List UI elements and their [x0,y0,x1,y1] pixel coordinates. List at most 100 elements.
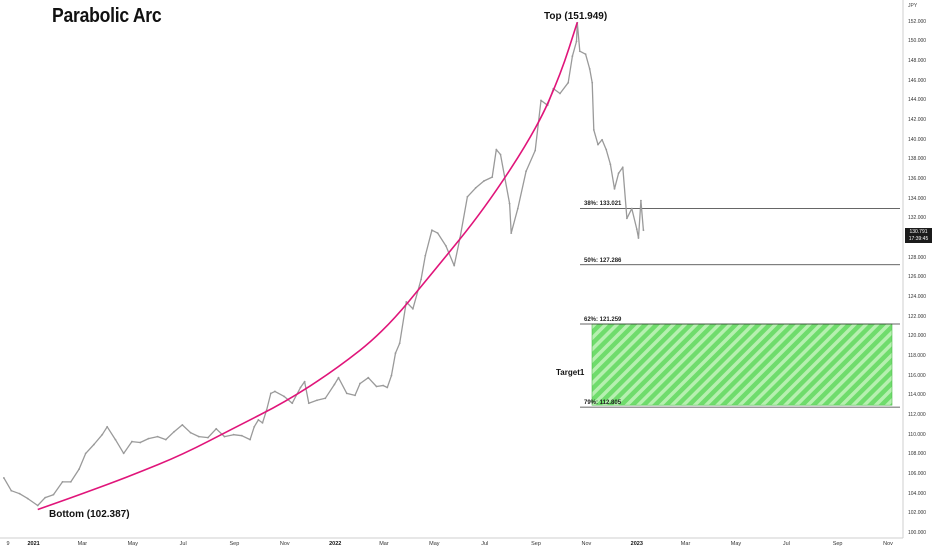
price-point [525,170,527,173]
fib-level-label: 62%: 121.259 [584,316,622,323]
fib-level-label: 38%: 133.021 [584,201,622,208]
price-point [592,128,595,131]
price-point [398,342,401,345]
price-point [453,264,456,267]
price-point [307,402,310,405]
price-point [637,237,640,239]
y-tick-label: 146.000 [908,77,927,84]
price-point [474,187,477,189]
price-point [584,53,587,56]
price-point [207,436,209,439]
x-tick-label: May [429,541,440,547]
price-point [69,480,72,483]
price-point [181,423,184,426]
y-tick-label: 110.000 [908,431,926,438]
price-point [273,390,276,393]
price-point [354,394,356,397]
price-point [571,55,574,58]
y-tick-label: 106.000 [908,471,927,477]
price-point [232,433,235,436]
x-tick-label: 2023 [630,541,643,547]
y-tick-label: 118.000 [908,353,926,360]
price-point [257,419,260,421]
y-tick-label: 152.000 [908,18,927,25]
price-point [156,435,159,438]
price-point [424,254,427,257]
price-point [283,395,285,398]
price-point [578,50,581,53]
x-tick-label: Nov [883,541,893,547]
price-point [495,148,498,151]
y-tick-label: 116.000 [908,372,926,379]
price-point [324,397,327,400]
x-tick-label: 9 [6,541,10,547]
y-tick-label: 132.000 [908,215,927,222]
price-point [375,385,378,388]
price-point [617,172,620,175]
y-tick-label: 124.000 [908,294,927,301]
x-tick-label: Jul [782,541,790,547]
price-point [605,148,608,151]
price-point [499,153,502,156]
price-point [44,496,47,499]
x-tick-label: Sep [832,541,843,547]
price-point [559,92,561,95]
y-tick-label: 102.000 [908,510,927,517]
price-point [411,307,414,310]
price-point [10,489,13,492]
price-point [508,202,511,205]
x-tick-label: Nov [581,541,592,547]
candle-countdown: 17:39:45 [908,236,929,242]
price-point [299,386,302,389]
price-point [430,229,433,232]
y-tick-label: 120.000 [908,333,927,340]
price-point [303,380,306,383]
price-point [223,435,226,438]
price-point [139,441,142,444]
parabolic-arc-line [37,22,579,511]
price-point [291,402,294,405]
y-tick-label: 136.000 [908,176,927,183]
price-point [269,392,272,395]
price-point [601,138,604,141]
price-point [253,425,256,428]
bottom-annotation: Bottom (102.387) [49,509,130,520]
x-tick-label: Mar [379,541,389,547]
x-tick-label: 2021 [27,541,40,547]
fib-level-label: 50%: 127.286 [584,257,622,264]
price-point [173,430,175,433]
price-point [215,427,218,430]
price-point [122,452,125,455]
x-tick-label: May [730,541,742,547]
price-point [597,143,599,146]
price-point [613,187,616,190]
target-annotation: Target1 [556,368,585,377]
x-tick-label: May [127,541,138,547]
price-point [483,180,485,182]
fib-level-label: 79%: 112.805 [584,400,622,407]
price-point [640,199,642,202]
price-point [114,438,117,441]
y-tick-label: 122.000 [908,313,927,320]
price-point [93,443,95,446]
price-point [84,452,87,455]
price-point [147,437,150,440]
price-point [316,399,318,402]
y-tick-label: 140.000 [908,136,927,143]
y-tick-label: 128.000 [908,254,927,261]
price-point [261,421,264,424]
target-zone [591,323,893,406]
current-price-badge: 130.791 17:39:45 [905,228,932,243]
price-point [197,435,200,438]
price-point [575,40,578,43]
price-point [445,245,447,247]
y-tick-label: 108.000 [908,451,927,458]
price-point [345,392,348,395]
top-annotation: Top (151.949) [544,11,608,22]
price-point [333,383,336,386]
price-point [420,278,423,281]
y-tick-label: 150.000 [908,38,927,45]
price-point [367,376,370,379]
x-tick-label: Nov [279,541,290,547]
y-tick-label: 126.000 [908,274,927,281]
